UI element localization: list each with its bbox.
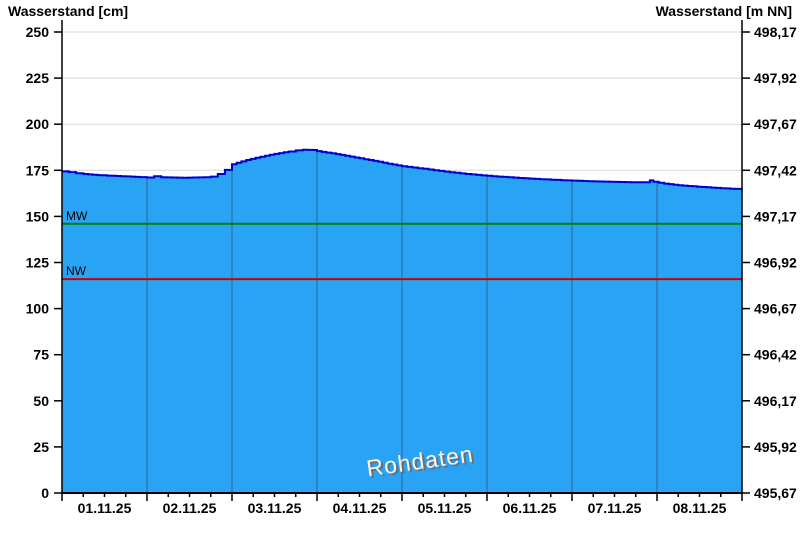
x-tick-label: 04.11.25 <box>333 500 387 516</box>
y-left-tick-label: 125 <box>26 255 50 271</box>
x-tick-label: 06.11.25 <box>503 500 557 516</box>
right-axis-title: Wasserstand [m NN] <box>655 3 792 19</box>
vertical-gridline-group <box>146 149 658 493</box>
y-left-tick-label: 200 <box>26 116 50 132</box>
x-tick-label: 08.11.25 <box>673 500 727 516</box>
y-left-tick-label: 0 <box>41 485 49 501</box>
mw-line-label: MW <box>66 209 88 223</box>
y-left-tick-label: 25 <box>33 439 49 455</box>
y-left-tick-label: 225 <box>26 70 50 86</box>
x-tick-label: 07.11.25 <box>588 500 642 516</box>
y-right-tick-label: 497,67 <box>754 116 797 132</box>
left-axis-title: Wasserstand [cm] <box>8 3 129 19</box>
y-left-tick-label: 75 <box>33 347 49 363</box>
y-right-tick-label: 498,17 <box>754 24 797 40</box>
nw-line-label: NW <box>66 264 87 278</box>
y-left-tick-label: 175 <box>26 162 50 178</box>
y-right-tick-label: 496,42 <box>754 347 797 363</box>
x-tick-label: 01.11.25 <box>78 500 132 516</box>
y-right-tick-label: 497,17 <box>754 208 797 224</box>
water-level-curve <box>62 148 743 190</box>
y-right-tick-label: 496,67 <box>754 301 797 317</box>
x-tick-label: 02.11.25 <box>163 500 217 516</box>
y-right-tick-label: 497,42 <box>754 162 797 178</box>
y-left-tick-label: 50 <box>33 393 49 409</box>
y-left-tick-label: 250 <box>26 24 50 40</box>
y-right-tick-label: 496,17 <box>754 393 797 409</box>
x-tick-label: 03.11.25 <box>248 500 302 516</box>
x-tick-label: 05.11.25 <box>418 500 472 516</box>
y-right-tick-label: 497,92 <box>754 70 797 86</box>
y-right-tick-label: 496,92 <box>754 255 797 271</box>
y-right-tick-label: 495,92 <box>754 439 797 455</box>
y-left-tick-label: 150 <box>26 208 50 224</box>
y-left-tick-label: 100 <box>26 301 50 317</box>
y-right-tick-label: 495,67 <box>754 485 797 501</box>
